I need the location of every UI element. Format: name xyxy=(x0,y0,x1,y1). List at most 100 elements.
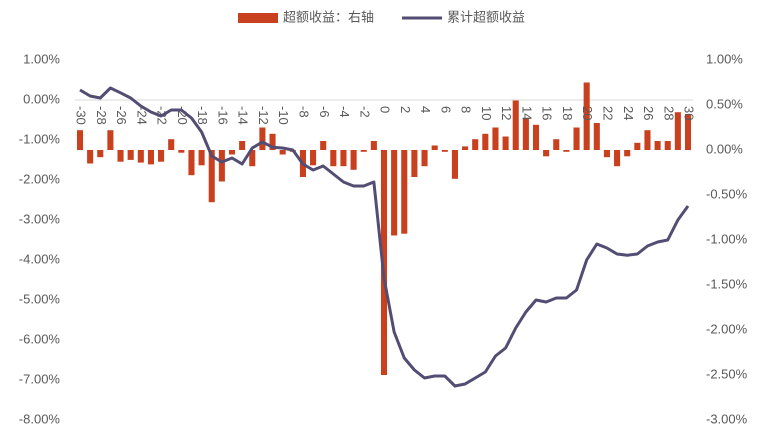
bar xyxy=(451,150,458,179)
x-tick-label: -12 xyxy=(256,106,271,125)
bar xyxy=(208,150,215,203)
x-tick-label: 10 xyxy=(479,106,494,120)
x-tick-label: 26 xyxy=(641,106,656,120)
bar xyxy=(188,150,195,176)
bar xyxy=(462,146,469,150)
y-tick-label: 1.00% xyxy=(23,51,60,66)
y2-tick-label: -1.00% xyxy=(706,231,748,246)
x-tick-label: -14 xyxy=(236,106,251,125)
x-tick-label: 22 xyxy=(600,106,615,120)
y2-tick-label: 0.00% xyxy=(706,141,743,156)
bar xyxy=(76,130,84,150)
bar xyxy=(158,150,165,162)
y-tick-label: -5.00% xyxy=(19,291,61,306)
bar xyxy=(269,133,276,150)
y-tick-label: 0.00% xyxy=(23,91,60,106)
x-tick-label: -2 xyxy=(357,106,372,118)
y2-tick-label: -3.00% xyxy=(706,411,748,426)
x-tick-label: -24 xyxy=(134,106,149,125)
x-tick-label: 20 xyxy=(580,106,595,120)
bar xyxy=(543,150,550,157)
y-tick-label: -4.00% xyxy=(19,251,61,266)
bar xyxy=(310,150,317,166)
x-tick-label: 2 xyxy=(398,106,413,113)
x-tick-label: 6 xyxy=(438,106,453,113)
bar xyxy=(553,139,560,150)
line xyxy=(79,86,690,388)
bar xyxy=(97,150,104,158)
y-tick-label: -3.00% xyxy=(19,211,61,226)
legend-label: 超额收益：右轴 xyxy=(283,9,374,24)
bar xyxy=(239,141,246,150)
x-tick-label: -30 xyxy=(74,106,89,125)
bar xyxy=(593,123,600,150)
bar xyxy=(259,127,266,150)
x-tick-label: -26 xyxy=(114,106,129,125)
bar xyxy=(421,150,428,167)
bar xyxy=(441,150,448,152)
bar xyxy=(674,112,681,150)
bar xyxy=(583,82,590,150)
bar xyxy=(391,150,398,236)
bar xyxy=(512,100,519,150)
y-tick-label: -2.00% xyxy=(19,171,61,186)
x-tick-label: -28 xyxy=(94,106,109,125)
x-tick-label: 24 xyxy=(621,106,636,120)
legend-label: 累计超额收益 xyxy=(447,9,525,24)
x-tick-label: 8 xyxy=(459,106,474,113)
bar xyxy=(117,150,124,162)
bar xyxy=(654,141,661,150)
y2-tick-label: -0.50% xyxy=(706,186,748,201)
y2-tick-label: 1.00% xyxy=(706,51,743,66)
bar xyxy=(472,139,479,150)
bar xyxy=(127,150,134,160)
bar xyxy=(380,150,388,375)
bar xyxy=(573,127,580,150)
bar xyxy=(684,114,692,150)
bar xyxy=(249,150,256,167)
x-tick-label: 0 xyxy=(378,106,393,113)
bar xyxy=(624,150,631,157)
bar xyxy=(360,150,367,152)
bar xyxy=(532,124,540,150)
legend-swatch xyxy=(238,13,278,23)
bar xyxy=(603,150,610,158)
bar xyxy=(614,150,621,167)
bar xyxy=(482,133,489,150)
bar xyxy=(370,141,377,150)
x-tick-label: 12 xyxy=(499,106,514,120)
y-tick-label: -6.00% xyxy=(19,331,61,346)
y-tick-label: -1.00% xyxy=(19,131,61,146)
x-tick-label: -18 xyxy=(195,106,210,125)
bar xyxy=(563,150,570,152)
bar xyxy=(320,141,327,150)
y2-tick-label: -2.50% xyxy=(706,366,748,381)
x-tick-label: -10 xyxy=(276,106,291,125)
x-tick-label: 28 xyxy=(661,106,676,120)
bar xyxy=(147,150,154,165)
bar xyxy=(87,150,94,164)
bar xyxy=(178,150,185,153)
bar xyxy=(492,127,499,150)
bar xyxy=(228,150,236,155)
bar xyxy=(350,150,357,170)
bar xyxy=(411,150,418,177)
x-tick-label: -4 xyxy=(337,106,352,118)
bar xyxy=(401,150,408,234)
x-tick-label: -16 xyxy=(215,106,230,125)
x-tick-label: 4 xyxy=(418,106,433,113)
x-tick-label: 16 xyxy=(540,106,555,120)
y-tick-label: -7.00% xyxy=(19,371,61,386)
x-tick-label: -8 xyxy=(296,106,311,118)
x-tick-label: -6 xyxy=(317,106,332,118)
bar xyxy=(502,136,509,150)
bar xyxy=(137,150,144,163)
y2-tick-label: -2.00% xyxy=(706,321,748,336)
bar xyxy=(634,142,641,150)
y-tick-label: -8.00% xyxy=(19,411,61,426)
x-tick-label: 18 xyxy=(560,106,575,120)
bar xyxy=(279,150,286,155)
bar xyxy=(218,150,225,182)
bar xyxy=(198,150,205,166)
